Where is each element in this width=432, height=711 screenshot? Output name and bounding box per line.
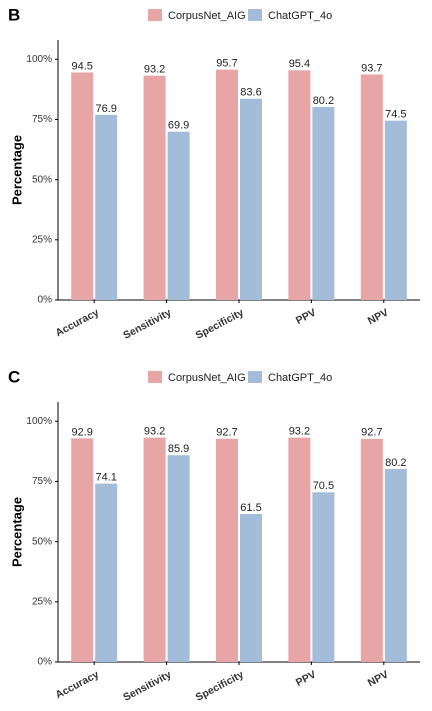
data-label: 93.7	[361, 62, 382, 74]
x-tick-label: Accuracy	[54, 668, 102, 701]
x-tick-label: Specificity	[194, 306, 246, 341]
data-label: 93.2	[289, 426, 310, 438]
legend-label: CorpusNet_AIG	[168, 372, 246, 384]
x-tick-label: Sensitivity	[121, 306, 173, 341]
y-tick-label: 25%	[32, 234, 52, 245]
bar	[216, 438, 238, 662]
x-tick-label: Specificity	[194, 668, 246, 703]
bar	[167, 131, 190, 300]
bar	[288, 70, 311, 300]
data-label: 76.9	[95, 103, 116, 115]
bar	[312, 106, 335, 300]
bar	[95, 483, 118, 662]
data-label: 92.7	[361, 427, 382, 439]
data-label: 85.9	[168, 443, 189, 455]
x-tick-label: PPV	[294, 307, 318, 327]
bar	[240, 513, 262, 662]
data-label: 92.9	[71, 426, 92, 438]
x-tick-label: PPV	[294, 669, 318, 689]
data-label: 95.7	[216, 58, 237, 70]
bar	[167, 455, 190, 662]
bar	[288, 437, 311, 662]
data-label: 69.9	[168, 120, 189, 132]
bar	[143, 437, 166, 662]
data-label: 92.7	[216, 427, 237, 439]
bar	[71, 438, 94, 662]
y-tick-label: 75%	[32, 476, 52, 487]
y-axis-label: Percentage	[9, 497, 24, 567]
bar	[95, 114, 118, 301]
x-tick-label: Sensitivity	[121, 668, 173, 703]
legend-label: ChatGPT_4o	[268, 372, 332, 384]
data-label: 61.5	[240, 502, 261, 514]
bar	[71, 72, 94, 300]
bar	[216, 69, 238, 300]
bar	[143, 75, 166, 300]
y-tick-label: 50%	[32, 174, 52, 185]
y-axis-label: Percentage	[9, 135, 24, 205]
data-label: 80.2	[313, 95, 334, 107]
y-tick-label: 0%	[38, 657, 53, 668]
x-tick-label: Accuracy	[54, 306, 102, 339]
y-tick-label: 50%	[32, 536, 52, 547]
data-label: 74.5	[385, 109, 406, 121]
bar	[312, 492, 335, 662]
legend-label: ChatGPT_4o	[268, 10, 332, 22]
panel-label: B	[8, 5, 20, 24]
legend-swatch	[148, 371, 162, 383]
legend-swatch	[248, 371, 262, 383]
y-tick-label: 25%	[32, 596, 52, 607]
bar	[384, 120, 407, 300]
y-tick-label: 75%	[32, 114, 52, 125]
bar	[360, 438, 383, 662]
bar	[360, 74, 383, 300]
data-label: 93.2	[144, 426, 165, 438]
bar	[384, 468, 407, 662]
x-tick-label: NPV	[366, 307, 391, 328]
bar	[240, 98, 262, 300]
legend-label: CorpusNet_AIG	[168, 10, 246, 22]
data-label: 83.6	[240, 87, 261, 99]
data-label: 94.5	[71, 60, 92, 72]
y-tick-label: 100%	[26, 54, 52, 65]
data-label: 70.5	[313, 480, 334, 492]
panel-label: C	[8, 367, 20, 386]
y-tick-label: 100%	[26, 416, 52, 427]
legend-swatch	[248, 9, 262, 21]
data-label: 93.2	[144, 64, 165, 76]
legend-swatch	[148, 9, 162, 21]
y-tick-label: 0%	[38, 295, 53, 306]
data-label: 74.1	[95, 472, 116, 484]
data-label: 95.4	[289, 58, 310, 70]
data-label: 80.2	[385, 457, 406, 469]
x-tick-label: NPV	[366, 669, 391, 690]
